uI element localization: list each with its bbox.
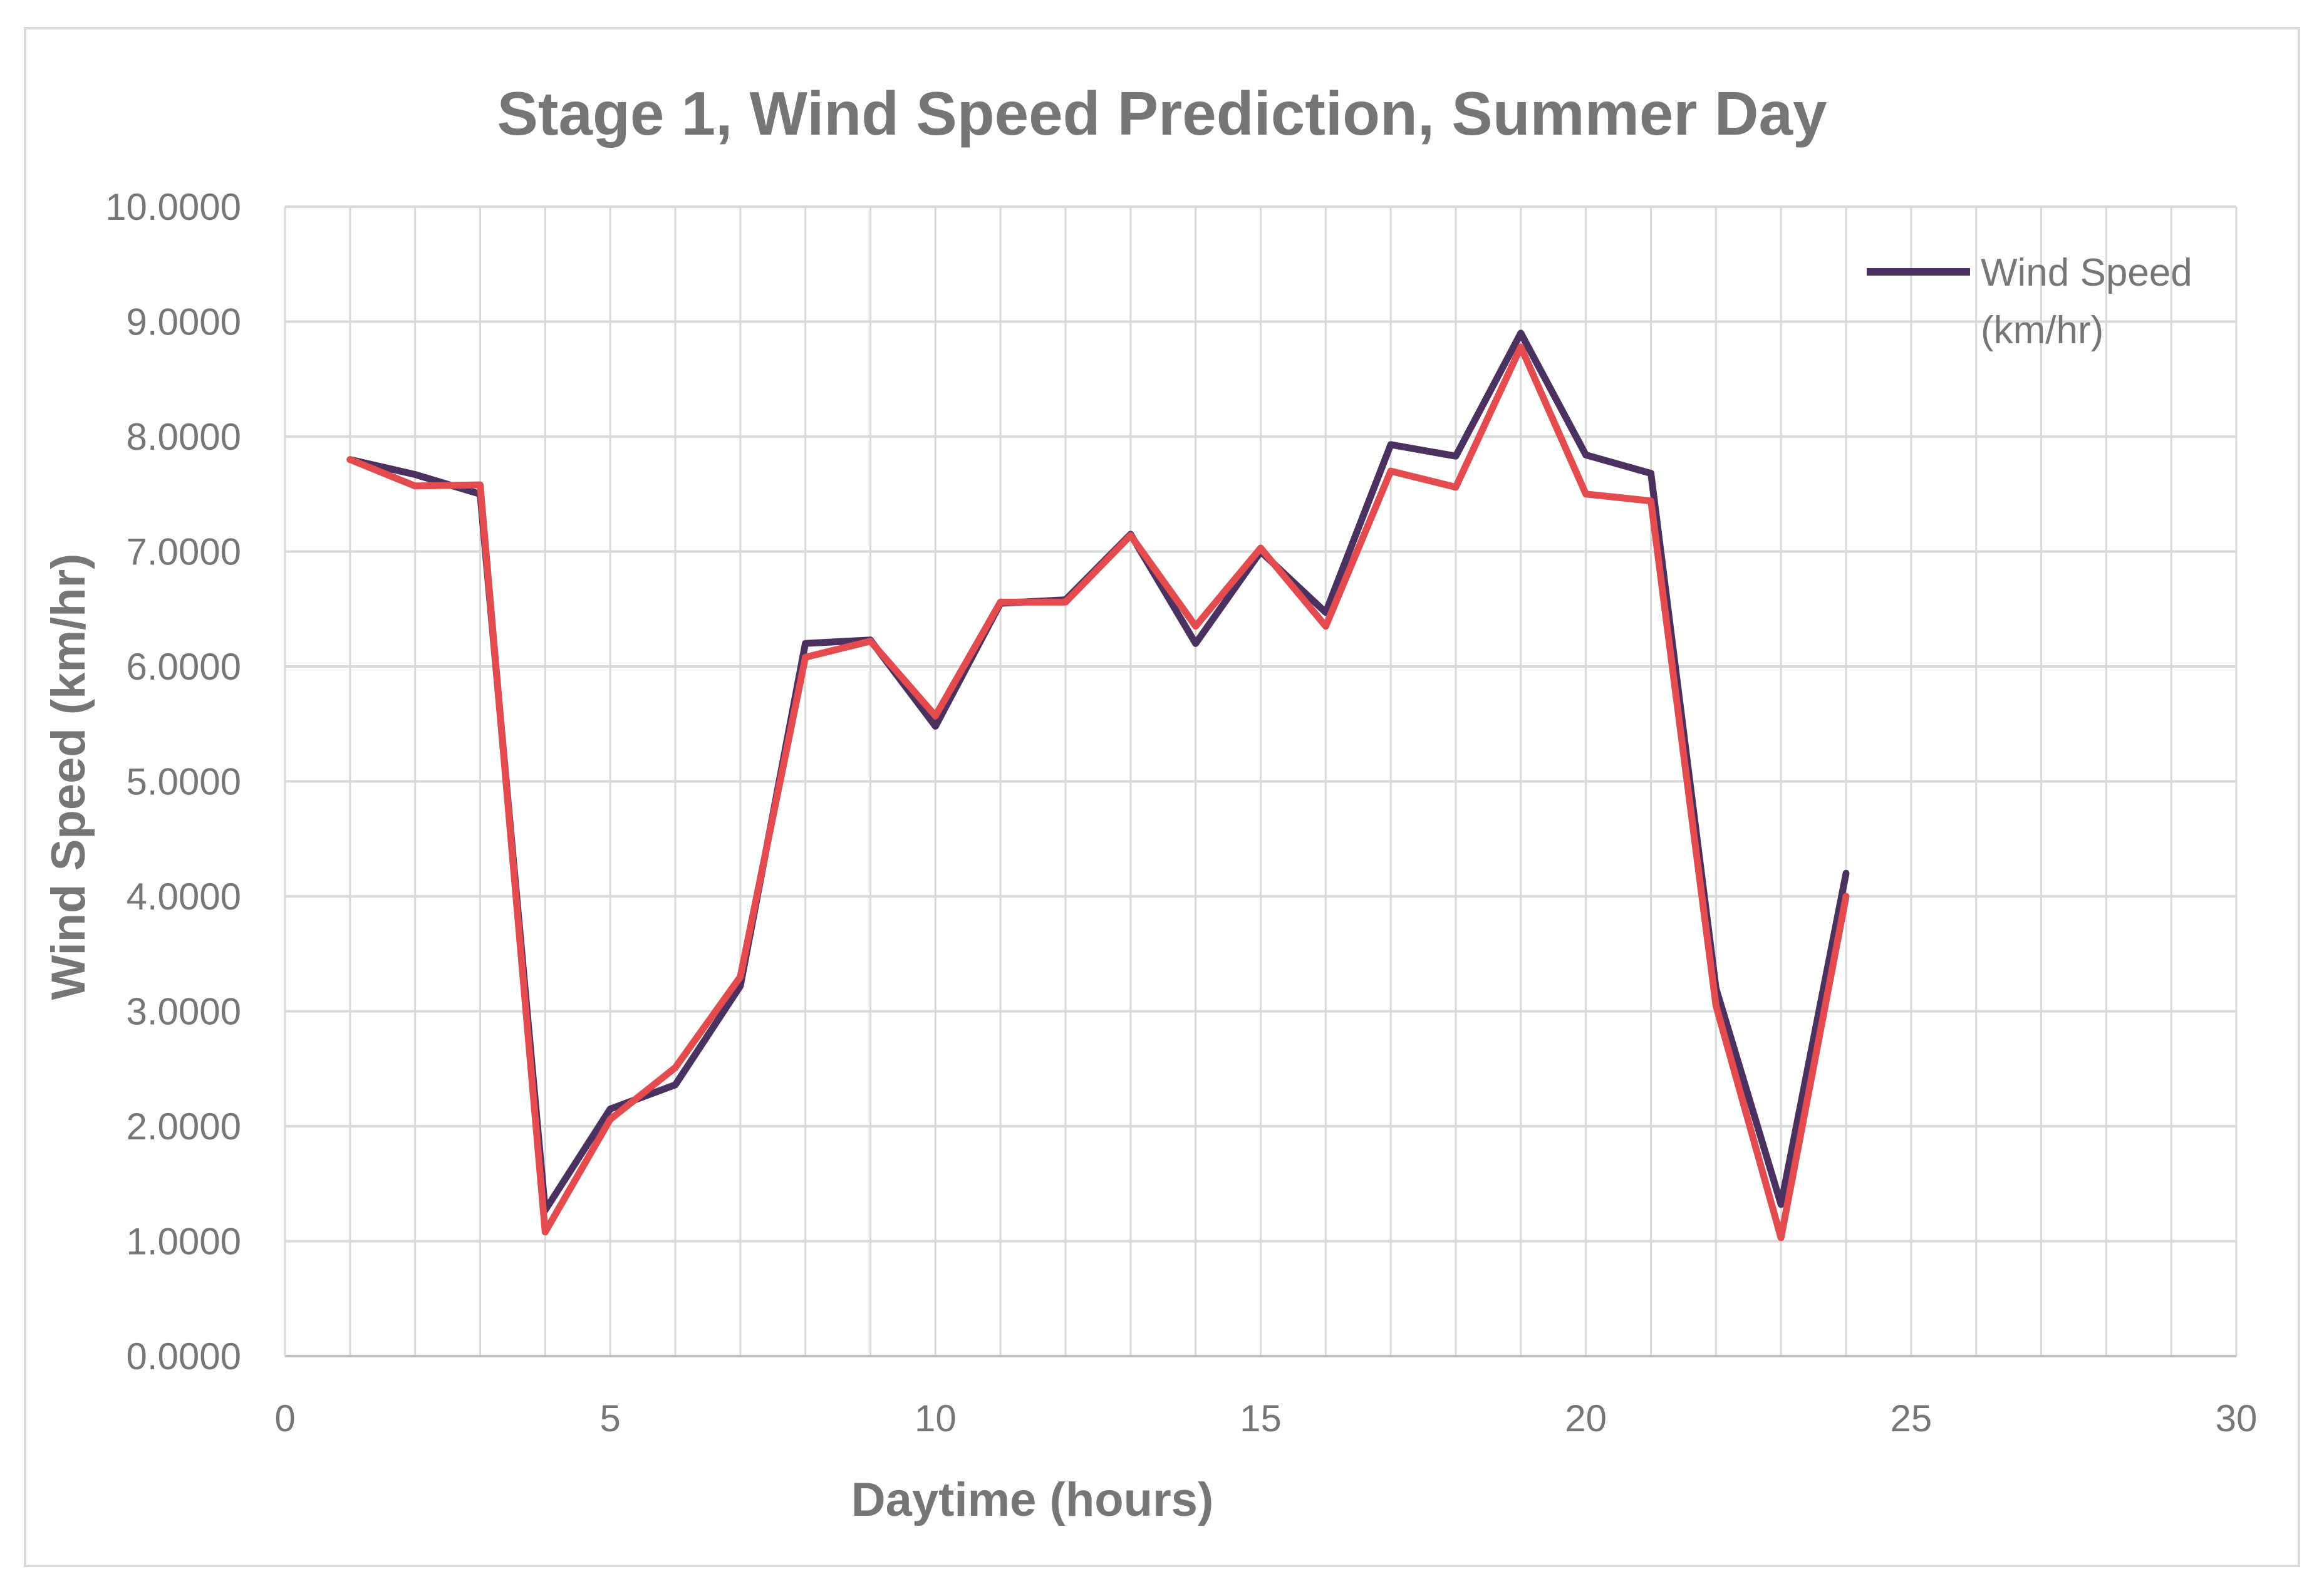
- y-tick-label: 2.0000: [126, 1106, 241, 1148]
- y-tick-label: 6.0000: [126, 646, 241, 688]
- legend: Wind Speed (km/hr): [1867, 251, 2192, 352]
- y-tick-label: 4.0000: [126, 876, 241, 918]
- x-tick-label: 20: [1565, 1397, 1607, 1439]
- y-tick-label: 9.0000: [126, 301, 241, 343]
- y-tick-label: 10.0000: [105, 186, 241, 228]
- chart-border: [24, 27, 2300, 1567]
- y-tick-label: 0.0000: [126, 1335, 241, 1377]
- y-tick-label: 8.0000: [126, 416, 241, 458]
- y-tick-label: 3.0000: [126, 991, 241, 1033]
- x-tick-label: 10: [915, 1397, 957, 1439]
- x-tick-label: 30: [2216, 1397, 2258, 1439]
- series-lines: [346, 329, 1850, 1241]
- x-tick-label: 0: [274, 1397, 295, 1439]
- legend-label-line1: Wind Speed: [1981, 251, 2192, 294]
- y-tick-labels: 0.0000 1.0000 2.0000 3.0000 4.0000 5.0000 6.00…: [105, 186, 241, 1377]
- grid: [285, 205, 2238, 1356]
- x-tick-label: 5: [599, 1397, 620, 1439]
- chart-title: Stage 1, Wind Speed Prediction, Summer D…: [497, 79, 1827, 148]
- x-axis-title: Daytime (hours): [851, 1473, 1214, 1526]
- y-tick-label: 7.0000: [126, 531, 241, 573]
- y-tick-label: 1.0000: [126, 1221, 241, 1263]
- legend-label-line2: (km/hr): [1981, 309, 2104, 352]
- axes: [284, 207, 2236, 1357]
- x-tick-label: 15: [1240, 1397, 1282, 1439]
- y-axis-title: Wind Speed (km/hr): [42, 554, 95, 1000]
- y-tick-label: 5.0000: [126, 761, 241, 803]
- series-line-2: [346, 343, 1850, 1241]
- x-tick-labels: 0 5 10 15 20 25 30: [274, 1397, 2257, 1439]
- x-tick-label: 25: [1890, 1397, 1932, 1439]
